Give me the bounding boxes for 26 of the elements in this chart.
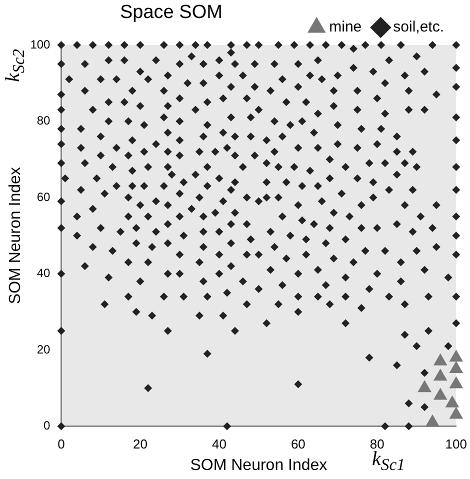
x-axis-title: SOM Neuron Index: [190, 456, 328, 474]
y-tick-label: 0: [44, 418, 51, 433]
point: [449, 406, 464, 419]
chart-title: Space SOM: [120, 2, 222, 24]
point: [433, 353, 448, 366]
point: [418, 380, 432, 392]
x-tick-label: 40: [212, 436, 226, 452]
point: [426, 414, 440, 426]
point: [445, 395, 460, 408]
y-tick-label: 60: [36, 190, 51, 204]
point: [449, 376, 464, 388]
point: [433, 368, 448, 381]
x-tick-label: 0: [58, 436, 65, 452]
y-tick-label: 80: [36, 114, 51, 128]
x-tick-label: 100: [445, 436, 468, 452]
y-tick-label: 40: [36, 266, 51, 280]
y-tick-label: 20: [36, 342, 51, 356]
point: [449, 361, 464, 374]
point: [449, 350, 464, 362]
x-tick-label: 60: [290, 436, 306, 452]
point: [433, 388, 448, 400]
x-tick-label: 20: [132, 436, 148, 452]
y-tick-label: 100: [30, 37, 51, 52]
legend-label: soil,etc.: [393, 18, 444, 36]
y-axis-title: SOM Neuron Index: [7, 167, 24, 304]
legend-label: mine: [329, 18, 362, 36]
